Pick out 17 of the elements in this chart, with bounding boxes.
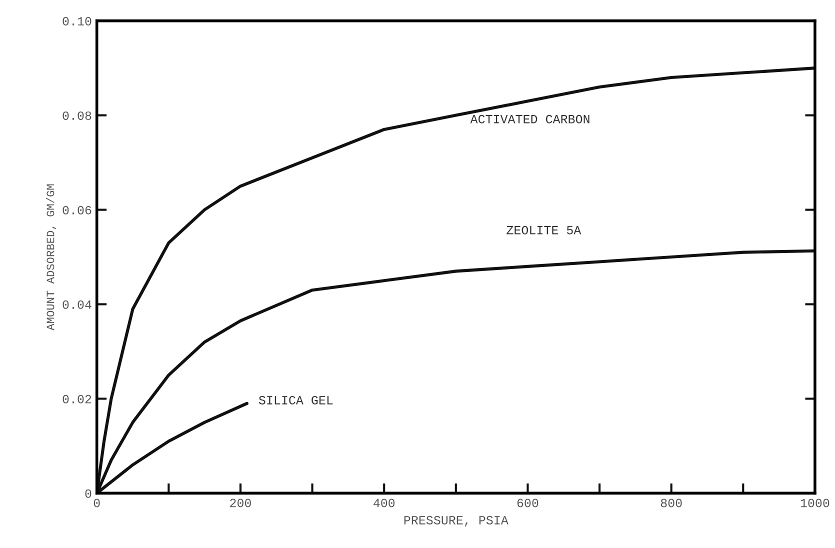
x-tick-label: 200 [230, 498, 251, 508]
x-axis-title: PRESSURE, PSIA [404, 516, 508, 527]
y-tick-label: 0.08 [62, 111, 92, 120]
series-label: ACTIVATED CARBON [470, 114, 590, 124]
y-tick-label: 0.10 [62, 16, 92, 26]
x-tick-label: 400 [373, 498, 395, 508]
y-tick-label: 0 [85, 489, 92, 498]
y-tick-label: 0.02 [62, 394, 92, 404]
x-tick-label: 800 [660, 498, 682, 508]
x-tick-label: 1000 [800, 498, 830, 508]
x-tick-label: 600 [517, 498, 538, 508]
series-label: SILICA GEL [258, 396, 333, 404]
y-tick-label: 0.04 [62, 300, 92, 309]
y-axis-title: AMOUNT ADSORBED, GM/GM [46, 184, 56, 330]
y-tick-label: 0.06 [62, 206, 92, 214]
text: ZEOLITE 5A [506, 226, 582, 234]
x-tick-label: 0 [94, 498, 100, 508]
